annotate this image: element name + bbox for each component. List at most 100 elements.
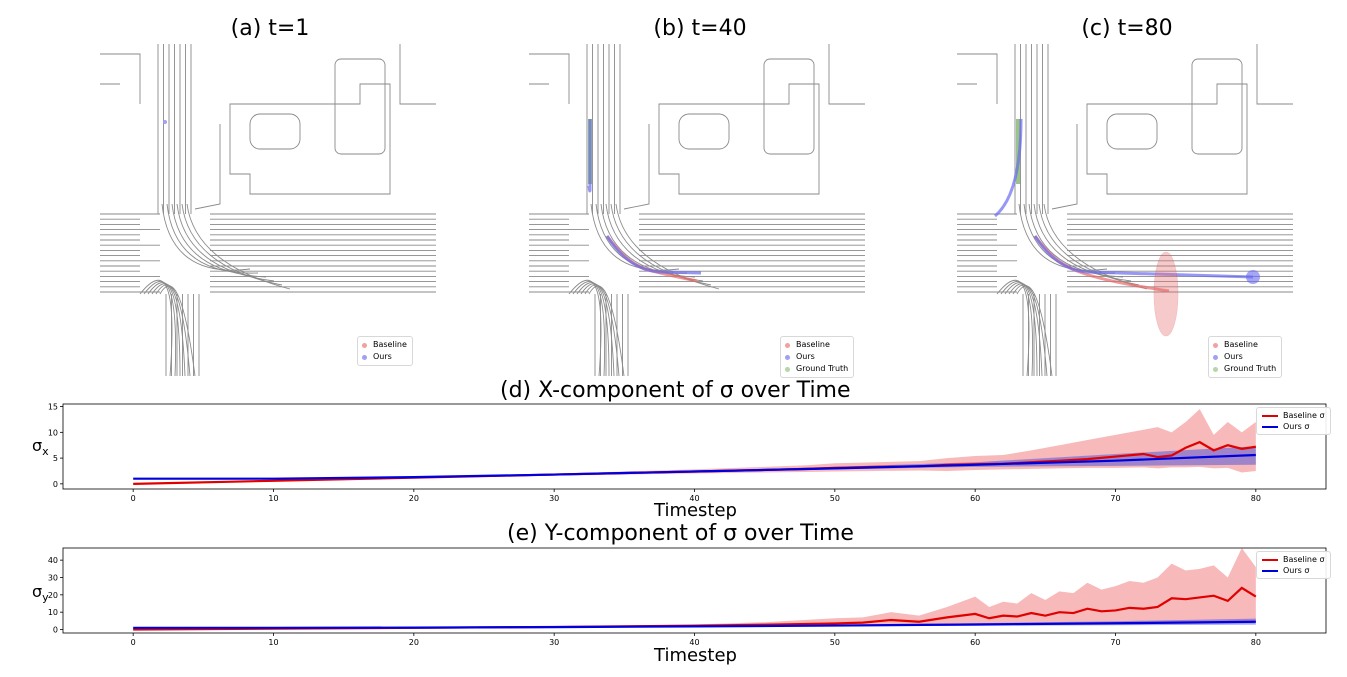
lane-line bbox=[1025, 44, 1035, 376]
x-tick-label: 50 bbox=[830, 638, 840, 647]
baseline-marker-icon bbox=[1213, 342, 1218, 348]
legend-item: Ground Truth bbox=[785, 363, 848, 375]
y-tick-label: 10 bbox=[48, 428, 58, 437]
x-tick-label: 10 bbox=[268, 494, 278, 503]
road-network bbox=[529, 44, 865, 376]
chart-d-group: 0 10 20 30 40 50 60 70 80 0 5 10 15 bbox=[48, 403, 1327, 503]
lane-line bbox=[168, 44, 178, 376]
turn-lane bbox=[147, 282, 181, 376]
panel-a-title: (a) t=1 bbox=[230, 16, 310, 41]
turn-lane bbox=[1028, 203, 1124, 278]
ours-line bbox=[133, 453, 1256, 480]
curb-outline bbox=[399, 44, 436, 105]
baseline-marker-icon bbox=[785, 342, 790, 348]
legend-label: Ground Truth bbox=[796, 364, 849, 373]
legend-item: Baseline σ bbox=[1262, 554, 1325, 565]
turn-lane bbox=[588, 285, 625, 376]
lane-line bbox=[179, 44, 189, 376]
curb-outline bbox=[828, 44, 865, 105]
map-panel-c bbox=[957, 44, 1293, 376]
y-tick-label: 20 bbox=[48, 591, 58, 600]
ours-marker-icon bbox=[1213, 354, 1218, 360]
ours-trajectory bbox=[605, 235, 702, 275]
legend-label: Ours σ bbox=[1283, 422, 1310, 431]
building-outline bbox=[1086, 83, 1248, 195]
building-outline bbox=[334, 58, 386, 155]
legend-item: Baseline σ bbox=[1262, 410, 1325, 421]
map-panel-b bbox=[529, 44, 865, 376]
turn-lane bbox=[1000, 281, 1034, 376]
turn-lane bbox=[171, 203, 267, 278]
legend-item: Ours σ bbox=[1262, 565, 1325, 576]
x-tick-label: 50 bbox=[830, 494, 840, 503]
legend-item: Ours σ bbox=[1262, 421, 1325, 432]
turn-lane bbox=[155, 284, 191, 376]
building-outline bbox=[763, 58, 815, 155]
turn-lane bbox=[1016, 285, 1053, 376]
road-network bbox=[957, 44, 1293, 376]
road-network bbox=[100, 44, 436, 376]
ours-side-trajectory bbox=[587, 119, 592, 193]
turn-lane bbox=[139, 280, 173, 376]
lane-line bbox=[586, 44, 596, 376]
x-tick-label: 30 bbox=[549, 494, 559, 503]
lane-line bbox=[157, 44, 167, 376]
y-tick-label: 5 bbox=[53, 454, 58, 463]
turn-lane bbox=[143, 281, 177, 376]
lane-line bbox=[1036, 44, 1046, 376]
ours-line bbox=[133, 620, 1256, 629]
x-tick-label: 80 bbox=[1251, 494, 1261, 503]
lane-line bbox=[1047, 44, 1057, 376]
turn-lane bbox=[580, 283, 615, 376]
ours-line-icon bbox=[1262, 569, 1278, 572]
ours-uncertainty-circle bbox=[1246, 270, 1260, 284]
legend-item: Baseline bbox=[1213, 339, 1276, 351]
ground-truth-marker-icon bbox=[785, 366, 790, 372]
building-outline bbox=[678, 113, 730, 150]
lane-line bbox=[619, 44, 629, 376]
legend-label: Ours σ bbox=[1283, 566, 1310, 575]
chart-e-xlabel: Timestep bbox=[654, 645, 737, 666]
chart-e-title: (e) Y-component of σ over Time bbox=[507, 521, 854, 546]
building-outline bbox=[1106, 113, 1158, 150]
curb-outline bbox=[194, 124, 221, 210]
x-tick-label: 20 bbox=[409, 638, 419, 647]
legend-item: Ours bbox=[362, 351, 407, 363]
curb-outline bbox=[1256, 44, 1293, 105]
turn-lane bbox=[1008, 283, 1043, 376]
map-legend-a: Baseline Ours bbox=[357, 336, 413, 366]
x-tick-label: 10 bbox=[268, 638, 278, 647]
baseline-uncertainty-ellipse bbox=[1153, 251, 1179, 337]
lane-line bbox=[608, 44, 618, 376]
turn-lane bbox=[600, 203, 696, 278]
x-tick-label: 30 bbox=[549, 638, 559, 647]
legend-label: Baseline σ bbox=[1283, 555, 1325, 564]
legend-item: Ground Truth bbox=[1213, 363, 1276, 375]
curb-outline bbox=[957, 53, 998, 104]
turn-lane bbox=[151, 283, 186, 376]
turn-lane bbox=[576, 282, 610, 376]
x-tick-label: 70 bbox=[1110, 638, 1120, 647]
turn-lane bbox=[615, 203, 720, 290]
x-tick-label: 70 bbox=[1110, 494, 1120, 503]
map-legend-b: Baseline Ours Ground Truth bbox=[780, 336, 855, 378]
chart-d-xlabel: Timestep bbox=[654, 500, 737, 521]
curb-outline bbox=[623, 124, 650, 210]
turn-lane bbox=[186, 203, 291, 290]
map-panel-a bbox=[100, 44, 436, 376]
chart-d-ylabel: σx bbox=[32, 436, 49, 459]
map-legend-c: Baseline Ours Ground Truth bbox=[1208, 336, 1283, 378]
agent-start-marker bbox=[163, 120, 167, 124]
panel-b-title: (b) t=40 bbox=[653, 16, 747, 41]
legend-item: Baseline bbox=[785, 339, 848, 351]
turn-lane bbox=[159, 285, 196, 376]
baseline-line-icon bbox=[1262, 414, 1278, 417]
legend-label: Ours bbox=[1224, 352, 1243, 361]
baseline-band bbox=[133, 548, 1256, 630]
y-tick-label: 0 bbox=[53, 480, 58, 489]
x-tick-label: 60 bbox=[970, 638, 980, 647]
legend-item: Baseline bbox=[362, 339, 407, 351]
legend-item: Ours bbox=[1213, 351, 1276, 363]
turn-lane bbox=[568, 280, 602, 376]
turn-lane bbox=[584, 284, 620, 376]
